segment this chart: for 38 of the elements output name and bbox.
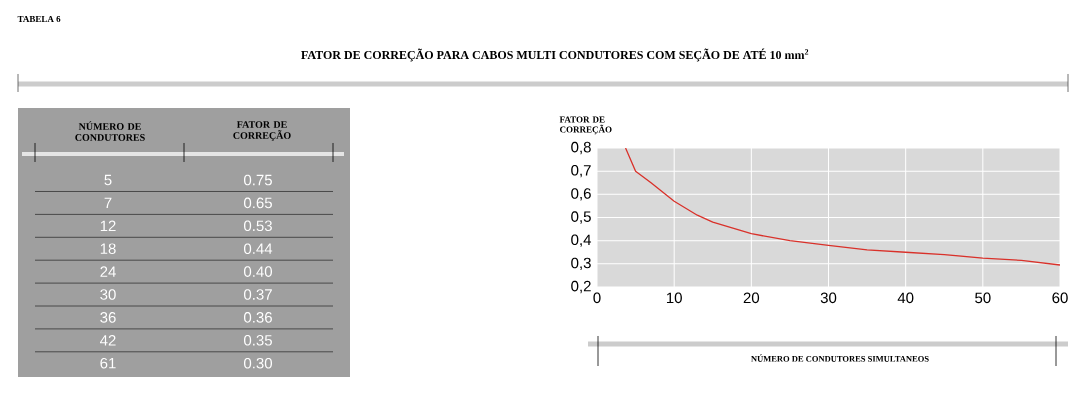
line-series [624, 148, 1060, 266]
y-axis-title: FATOR DE CORREÇÃO [559, 116, 612, 135]
text: 0.36 [243, 312, 272, 323]
x-tick-label: 0 [593, 292, 601, 304]
y-tick-label: 0,2 [571, 280, 591, 294]
x-tick-label: 40 [897, 292, 914, 304]
y-tick-label: 0,6 [571, 188, 591, 201]
x-tick-label: 30 [820, 292, 837, 304]
text: TABELA 6 [17, 15, 61, 23]
text: NÚMERO DE CONDUTORES [75, 121, 145, 141]
x-tick-label: 20 [743, 292, 760, 304]
text: 0.75 [243, 174, 272, 186]
text: 0.44 [243, 243, 273, 254]
text: 0.40 [243, 266, 273, 277]
y-tick-label: 0,4 [571, 234, 592, 247]
x-tick-label: 50 [975, 292, 991, 304]
text: 0.65 [243, 197, 272, 209]
category-label: 5 [104, 174, 112, 186]
category-label: 24 [100, 266, 116, 277]
text: 0.53 [243, 220, 272, 232]
category-label: 61 [100, 357, 116, 369]
x-tick-label: 10 [666, 292, 682, 304]
y-tick-label: 0,5 [571, 211, 591, 224]
text: 0.35 [243, 334, 272, 346]
category-label: 18 [100, 243, 116, 254]
text: 0.37 [243, 289, 272, 300]
category-label: 7 [104, 197, 112, 209]
category-label: 12 [100, 220, 116, 232]
y-tick-label: 0,8 [571, 141, 591, 155]
y-tick-label: 0,3 [571, 257, 591, 271]
x-axis-title: NÚMERO DE CONDUTORES SIMULTANEOS [751, 354, 929, 362]
text: FATOR DE CORREÇÃO PARA CABOS MULTI CONDUTORES COM SEÇÃO DE ATÉ 10 mm$^{2}$ [301, 48, 809, 62]
text: FATOR DE CORREÇÃO [233, 121, 291, 141]
category-label: 42 [100, 335, 116, 346]
text: 0.30 [243, 357, 273, 369]
category-label: 36 [100, 312, 116, 323]
x-tick-label: 60 [1052, 292, 1068, 304]
y-tick-label: 0,7 [571, 164, 591, 178]
